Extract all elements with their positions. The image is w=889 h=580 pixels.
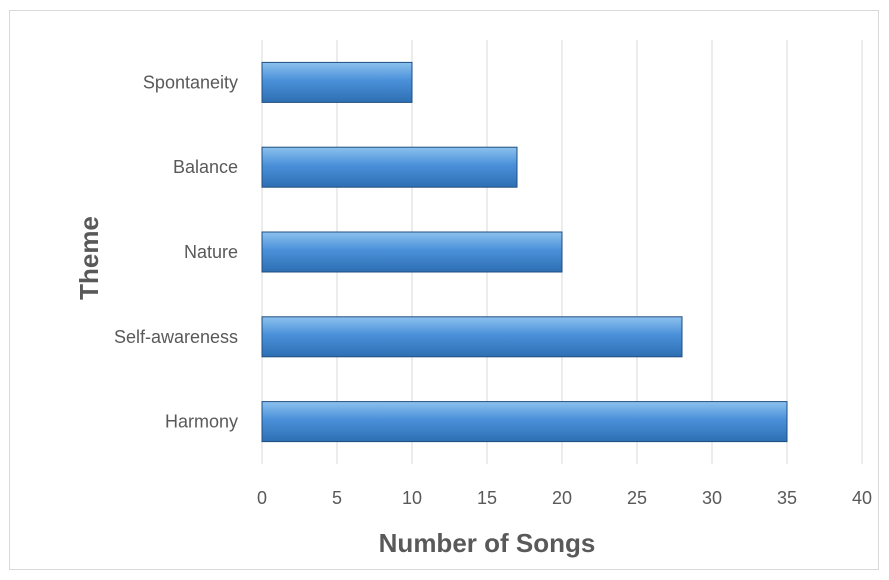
gridlines	[261, 40, 863, 464]
x-tick-label: 0	[257, 488, 267, 508]
bar-harmony	[261, 401, 788, 443]
y-axis-title: Theme	[74, 216, 104, 300]
x-tick-label: 30	[702, 488, 722, 508]
y-tick-labels: Spontaneity Balance Nature Self-awareness Ha…	[114, 72, 238, 431]
x-tick-label: 10	[402, 488, 422, 508]
y-tick-label: Self-awareness	[114, 327, 238, 347]
y-tick-label: Nature	[184, 242, 238, 262]
y-tick-label: Spontaneity	[143, 72, 238, 92]
bars	[261, 61, 788, 443]
y-tick-label: Harmony	[165, 412, 238, 432]
chart-frame	[9, 10, 879, 570]
x-tick-label: 35	[777, 488, 797, 508]
x-tick-label: 20	[552, 488, 572, 508]
bar-spontaneity	[261, 61, 413, 103]
x-tick-label: 5	[332, 488, 342, 508]
y-tick-label: Balance	[173, 157, 238, 177]
x-axis-title: Number of Songs	[379, 528, 596, 558]
x-tick-label: 40	[852, 488, 872, 508]
bar-balance	[261, 146, 518, 188]
bar-nature	[261, 231, 563, 273]
x-tick-label: 15	[477, 488, 497, 508]
x-tick-labels: 0 5 10 15 20 25 30 35 40	[257, 488, 872, 508]
bar-self-awareness	[261, 316, 683, 358]
x-tick-label: 25	[627, 488, 647, 508]
